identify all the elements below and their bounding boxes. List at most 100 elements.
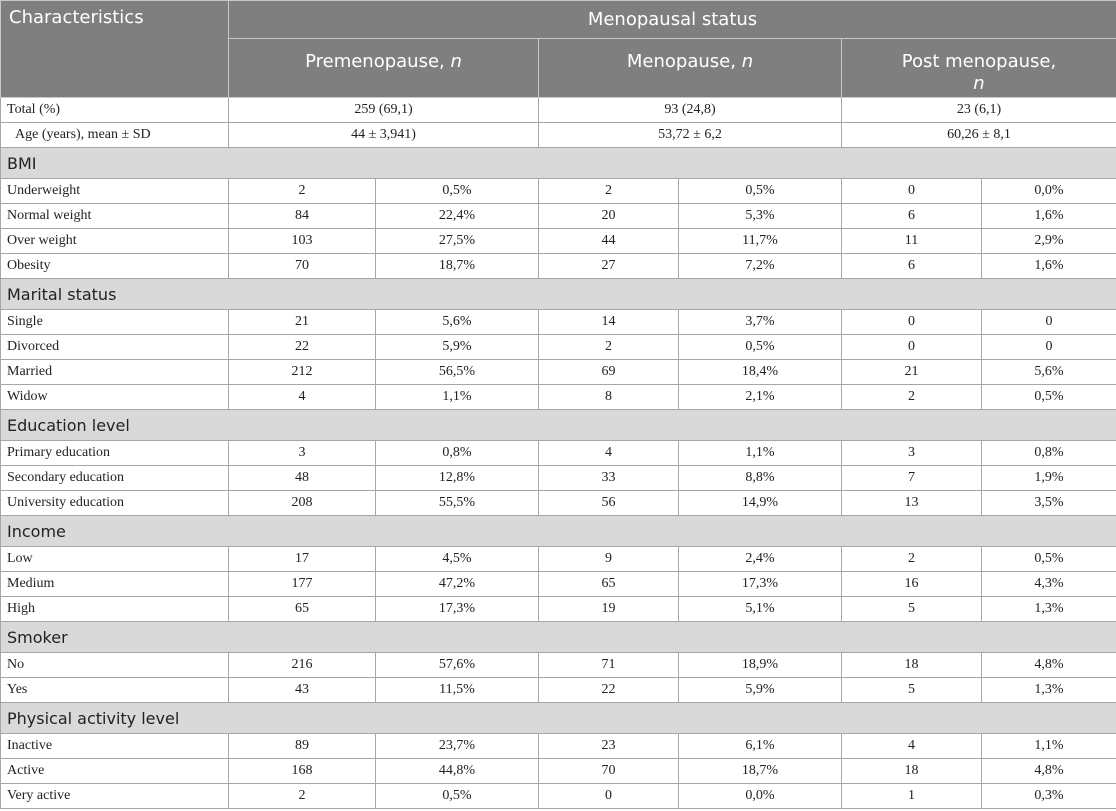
cell: 1,1% — [981, 733, 1116, 759]
cell: 17,3% — [375, 596, 539, 622]
cell: 0 — [981, 334, 1116, 360]
column-n: n — [973, 73, 985, 94]
cell: 1,3% — [981, 596, 1116, 622]
cell: 0 — [841, 178, 982, 204]
cell: 18 — [841, 758, 982, 784]
cell: 0 — [841, 309, 982, 335]
data-row: Normal weight 84 22,4% 20 5,3% 6 1,6% — [0, 203, 1116, 229]
cell: 5,6% — [375, 309, 539, 335]
cell: 2,4% — [678, 546, 842, 572]
section-row: BMI — [0, 147, 1116, 179]
cell: 17,3% — [678, 571, 842, 597]
cell: 5,3% — [678, 203, 842, 229]
column-n: n — [741, 51, 754, 72]
cell: 93 (24,8) — [538, 97, 842, 123]
row-label: Medium — [0, 571, 229, 597]
cell: 14 — [538, 309, 679, 335]
cell: 5,1% — [678, 596, 842, 622]
cell: 11,7% — [678, 228, 842, 254]
cell: 4,3% — [981, 571, 1116, 597]
cell: 4,8% — [981, 652, 1116, 678]
row-label: Age (years), mean ± SD — [0, 122, 229, 148]
cell: 0 — [981, 309, 1116, 335]
cell: 1,6% — [981, 203, 1116, 229]
cell: 60,26 ± 8,1 — [841, 122, 1116, 148]
cell: 21 — [228, 309, 376, 335]
data-row: Divorced 22 5,9% 2 0,5% 0 0 — [0, 334, 1116, 360]
summary-row: Total (%) 259 (69,1) 93 (24,8) 23 (6,1) — [0, 97, 1116, 123]
cell: 5 — [841, 596, 982, 622]
data-row: Underweight 2 0,5% 2 0,5% 0 0,0% — [0, 178, 1116, 204]
cell: 0,0% — [981, 178, 1116, 204]
cell: 18,9% — [678, 652, 842, 678]
cell: 21 — [841, 359, 982, 385]
cell: 6 — [841, 253, 982, 279]
cell: 208 — [228, 490, 376, 516]
cell: 2 — [841, 384, 982, 410]
data-row: Medium 177 47,2% 65 17,3% 16 4,3% — [0, 571, 1116, 597]
row-label: Yes — [0, 677, 229, 703]
cell: 71 — [538, 652, 679, 678]
row-label: Primary education — [0, 440, 229, 466]
cell: 212 — [228, 359, 376, 385]
section-title: Income — [0, 515, 1116, 547]
cell: 44,8% — [375, 758, 539, 784]
cell: 19 — [538, 596, 679, 622]
column-header: Premenopause, n — [228, 38, 539, 98]
data-row: Single 21 5,6% 14 3,7% 0 0 — [0, 309, 1116, 335]
cell: 57,6% — [375, 652, 539, 678]
cell: 22,4% — [375, 203, 539, 229]
cell: 259 (69,1) — [228, 97, 539, 123]
cell: 1,6% — [981, 253, 1116, 279]
cell: 0,8% — [981, 440, 1116, 466]
cell: 7,2% — [678, 253, 842, 279]
cell: 44 ± 3,941) — [228, 122, 539, 148]
cell: 0,8% — [375, 440, 539, 466]
cell: 8 — [538, 384, 679, 410]
cell: 1,1% — [678, 440, 842, 466]
cell: 168 — [228, 758, 376, 784]
cell: 23,7% — [375, 733, 539, 759]
data-row: Active 168 44,8% 70 18,7% 18 4,8% — [0, 758, 1116, 784]
cell: 0,3% — [981, 783, 1116, 809]
section-row: Income — [0, 515, 1116, 547]
cell: 6,1% — [678, 733, 842, 759]
row-label: Normal weight — [0, 203, 229, 229]
cell: 2 — [841, 546, 982, 572]
row-label: Married — [0, 359, 229, 385]
row-label: Widow — [0, 384, 229, 410]
cell: 9 — [538, 546, 679, 572]
cell: 5,6% — [981, 359, 1116, 385]
cell: 1,9% — [981, 465, 1116, 491]
column-header: Post menopause, n — [841, 38, 1116, 98]
row-label: High — [0, 596, 229, 622]
row-label: Very active — [0, 783, 229, 809]
cell: 23 (6,1) — [841, 97, 1116, 123]
cell: 216 — [228, 652, 376, 678]
summary-row: Age (years), mean ± SD 44 ± 3,941) 53,72 ±… — [0, 122, 1116, 148]
cell: 0,5% — [375, 178, 539, 204]
cell: 1 — [841, 783, 982, 809]
data-row: University education 208 55,5% 56 14,9% 13 3,5… — [0, 490, 1116, 516]
data-row: Yes 43 11,5% 22 5,9% 5 1,3% — [0, 677, 1116, 703]
header-row: Characteristics Menopausal status — [0, 0, 1116, 98]
cell: 5,9% — [375, 334, 539, 360]
row-label: Underweight — [0, 178, 229, 204]
cell: 1,1% — [375, 384, 539, 410]
row-label: University education — [0, 490, 229, 516]
column-name: Post menopause, — [901, 51, 1057, 72]
cell: 22 — [228, 334, 376, 360]
cell: 18,7% — [678, 758, 842, 784]
cell: 0 — [841, 334, 982, 360]
header-row: Premenopause, n Menopause, n Post menopaus… — [1, 38, 1116, 98]
cell: 1,3% — [981, 677, 1116, 703]
group-header: Menopausal status — [228, 0, 1116, 39]
data-row: Over weight 103 27,5% 44 11,7% 11 2,9% — [0, 228, 1116, 254]
data-row: Secondary education 48 12,8% 33 8,8% 7 1,9% — [0, 465, 1116, 491]
cell: 4,8% — [981, 758, 1116, 784]
section-title: Marital status — [0, 278, 1116, 310]
cell: 56 — [538, 490, 679, 516]
data-row: Obesity 70 18,7% 27 7,2% 6 1,6% — [0, 253, 1116, 279]
cell: 3,5% — [981, 490, 1116, 516]
